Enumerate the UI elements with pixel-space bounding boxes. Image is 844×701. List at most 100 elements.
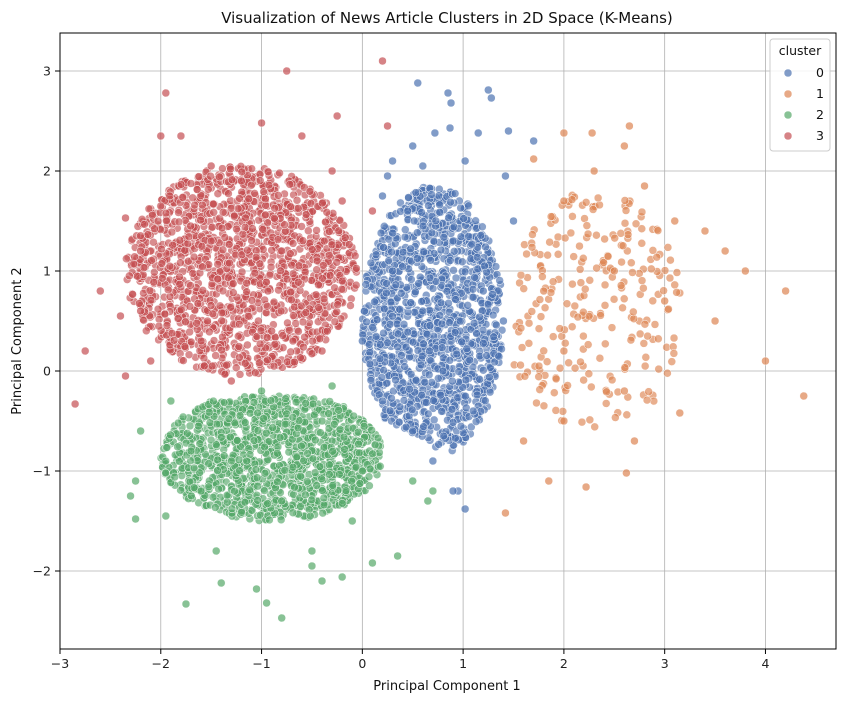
density-point xyxy=(198,262,207,271)
density-point xyxy=(286,287,295,297)
density-point xyxy=(647,264,656,274)
density-point xyxy=(174,217,184,227)
density-point xyxy=(436,245,446,255)
density-point xyxy=(298,317,308,327)
density-point xyxy=(584,311,594,321)
density-point xyxy=(186,221,195,231)
density-point xyxy=(165,191,174,201)
density-point xyxy=(620,218,630,228)
density-point xyxy=(175,272,184,282)
density-point xyxy=(449,247,459,256)
data-point xyxy=(277,496,286,506)
density-point xyxy=(665,273,675,283)
density-point xyxy=(308,454,318,463)
density-point xyxy=(628,268,637,277)
density-point xyxy=(607,375,617,385)
density-point xyxy=(333,300,342,309)
density-point xyxy=(592,263,601,273)
density-point xyxy=(483,299,493,309)
data-point xyxy=(262,598,271,608)
density-point xyxy=(355,479,365,488)
density-point xyxy=(555,363,565,373)
density-point xyxy=(436,390,445,400)
data-point xyxy=(559,128,569,138)
density-point xyxy=(218,332,227,342)
density-point xyxy=(576,357,585,367)
density-point xyxy=(263,218,272,227)
density-point xyxy=(285,326,294,335)
data-point xyxy=(408,476,417,486)
density-point xyxy=(545,237,554,247)
density-point xyxy=(312,481,321,490)
data-point xyxy=(368,558,377,568)
density-point xyxy=(380,304,389,314)
density-point xyxy=(294,204,303,213)
density-point xyxy=(475,375,484,384)
density-point xyxy=(297,222,306,231)
density-point xyxy=(365,340,374,349)
density-point xyxy=(234,331,243,341)
density-point xyxy=(218,245,228,255)
density-point xyxy=(312,265,321,274)
density-point xyxy=(173,442,182,451)
density-point xyxy=(448,376,457,386)
density-point xyxy=(437,319,447,329)
density-point xyxy=(157,259,167,268)
density-point xyxy=(560,338,570,348)
density-point xyxy=(653,226,663,235)
density-point xyxy=(238,230,248,239)
density-point xyxy=(485,372,494,382)
density-point xyxy=(667,357,677,366)
density-point xyxy=(669,349,679,358)
density-point xyxy=(423,409,433,419)
density-point xyxy=(209,396,218,406)
density-point xyxy=(207,222,217,232)
density-point xyxy=(263,286,273,296)
density-point xyxy=(288,336,298,346)
density-point xyxy=(399,320,409,329)
density-point xyxy=(204,459,213,468)
density-point xyxy=(337,284,347,294)
density-point xyxy=(328,481,337,490)
density-point xyxy=(580,214,589,223)
density-point xyxy=(162,216,171,226)
density-point xyxy=(372,315,382,324)
density-point xyxy=(274,191,283,200)
density-point xyxy=(301,210,311,219)
density-point xyxy=(417,208,426,217)
density-point xyxy=(213,466,222,475)
density-point xyxy=(245,408,255,418)
data-point xyxy=(327,166,337,176)
density-point xyxy=(446,256,455,265)
data-point xyxy=(720,246,730,256)
density-point xyxy=(325,470,334,479)
density-point xyxy=(278,331,287,340)
density-point xyxy=(183,429,192,438)
density-point xyxy=(391,375,400,385)
density-point xyxy=(254,316,263,326)
density-point xyxy=(237,508,246,517)
density-point xyxy=(471,216,480,226)
density-point xyxy=(635,329,645,339)
density-point xyxy=(204,185,213,194)
density-point xyxy=(299,456,308,466)
density-point xyxy=(350,251,360,261)
density-point xyxy=(460,267,470,277)
density-point xyxy=(522,249,531,259)
density-point xyxy=(301,490,310,500)
density-point xyxy=(528,230,537,239)
density-point xyxy=(270,214,279,223)
density-point xyxy=(457,337,466,347)
density-point xyxy=(654,364,663,374)
density-point xyxy=(467,239,477,249)
density-point xyxy=(467,422,476,432)
density-point xyxy=(287,260,296,270)
density-point xyxy=(354,439,363,449)
density-point xyxy=(387,247,396,257)
density-point xyxy=(294,261,304,270)
data-point xyxy=(630,436,639,446)
density-point xyxy=(672,268,682,277)
density-point xyxy=(583,229,593,239)
data-point xyxy=(413,78,423,88)
density-point xyxy=(256,176,265,185)
